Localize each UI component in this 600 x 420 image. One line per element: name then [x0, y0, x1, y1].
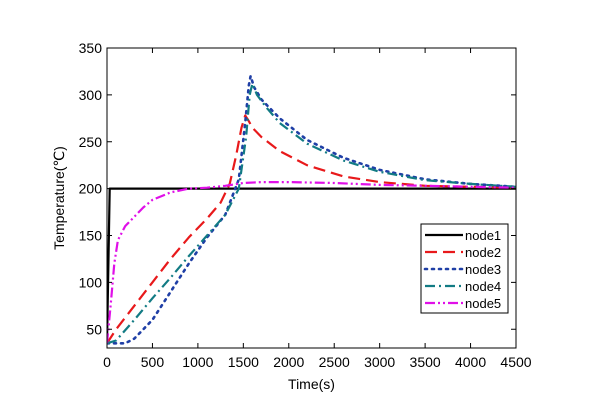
y-tick-label: 250	[79, 134, 103, 150]
y-tick-label: 200	[79, 181, 103, 197]
x-tick-label: 2500	[319, 354, 350, 370]
legend: node1 node2 node3 node4 node5	[420, 223, 509, 314]
x-tick-label: 0	[103, 354, 111, 370]
legend-box	[420, 223, 509, 314]
x-tick-label: 1500	[228, 354, 259, 370]
series-line-node3	[107, 74, 516, 345]
series-line-node4	[107, 82, 516, 345]
y-tick-label: 300	[79, 87, 103, 103]
legend-label-node4: node4	[465, 279, 501, 294]
legend-label-node1: node1	[465, 228, 501, 243]
x-tick-label: 4500	[500, 354, 531, 370]
y-tick-label: 50	[86, 321, 102, 337]
legend-label-node5: node5	[465, 296, 501, 311]
x-tick-label: 4000	[455, 354, 486, 370]
x-tick-label: 500	[141, 354, 165, 370]
legend-label-node3: node3	[465, 262, 501, 277]
ticks-layer: 0 500 1000 1500 2000 2500 3000 3500 4000 4500 50 10…	[79, 40, 532, 370]
legend-label-node2: node2	[465, 245, 501, 260]
y-axis-label: Temperature(℃)	[51, 146, 67, 250]
x-axis-label: Time(s)	[288, 376, 335, 392]
series-line-node5	[107, 181, 516, 344]
x-tick-label: 1000	[182, 354, 213, 370]
y-tick-label: 350	[79, 40, 103, 56]
x-tick-label: 3500	[410, 354, 441, 370]
y-tick-label: 100	[79, 274, 103, 290]
y-tick-label: 150	[79, 228, 103, 244]
x-tick-label: 3000	[364, 354, 395, 370]
plot-frame	[106, 47, 517, 349]
x-tick-label: 2000	[273, 354, 304, 370]
series-line-node2	[107, 114, 516, 344]
